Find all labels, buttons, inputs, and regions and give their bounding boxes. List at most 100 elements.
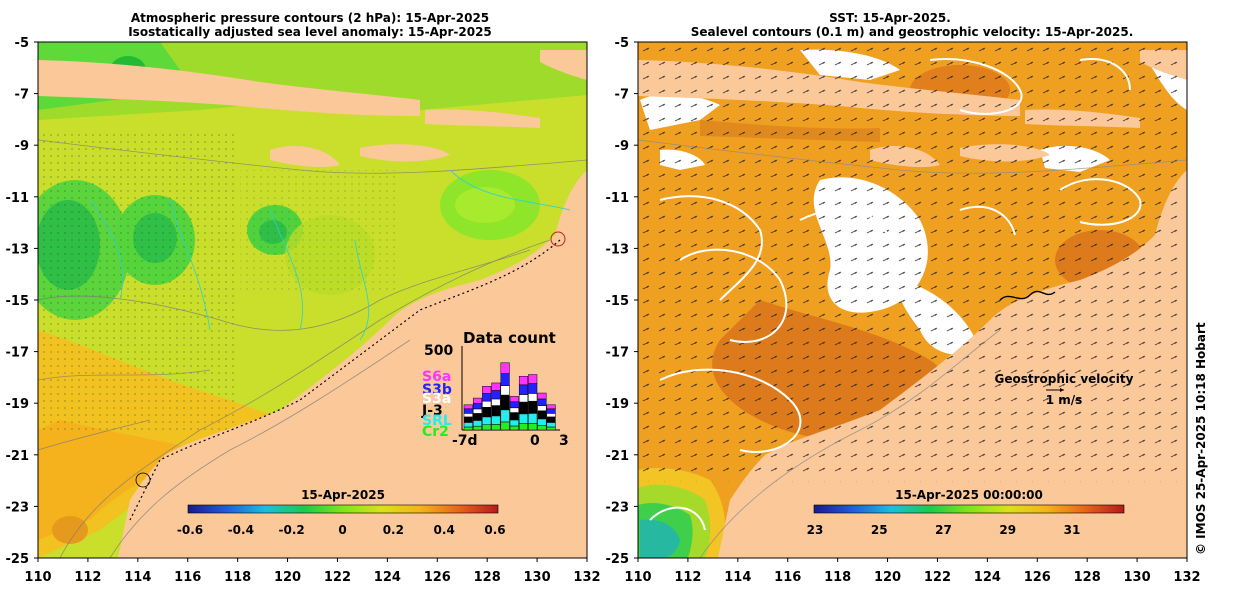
histogram-bar-segment bbox=[491, 398, 501, 406]
histogram-bar-segment bbox=[463, 426, 473, 431]
right-x-tick-label: 128 bbox=[1074, 570, 1101, 585]
right-x-tick-label: 124 bbox=[974, 570, 1001, 585]
left-x-tick-label: 130 bbox=[524, 570, 551, 585]
sst-map bbox=[638, 42, 1187, 558]
right-y-tick-label: -7 bbox=[615, 88, 629, 103]
right-colorbar-tick-label: 23 bbox=[807, 523, 824, 537]
right-y-tick-label: -21 bbox=[606, 449, 630, 464]
histogram-bar-segment bbox=[509, 396, 519, 403]
histogram-bar-segment bbox=[491, 405, 501, 417]
left-y-tick-label: -17 bbox=[6, 346, 30, 361]
velocity-legend-scale: 1 m/s bbox=[1046, 393, 1083, 407]
left-y-tick-label: -13 bbox=[6, 242, 30, 257]
histogram-bar-segment bbox=[463, 404, 473, 410]
left-y-tick-label: -7 bbox=[15, 88, 29, 103]
histogram-bar-segment bbox=[472, 420, 483, 427]
right-x-tick-label: 126 bbox=[1024, 570, 1051, 585]
left-x-tick-label: 116 bbox=[174, 570, 201, 585]
histogram-bar-segment bbox=[491, 390, 501, 400]
right-colorbar-tick-label: 27 bbox=[935, 523, 952, 537]
imos-credit: © IMOS 25-Apr-2025 10:18 Hobart bbox=[1194, 322, 1208, 555]
histogram-bar-segment bbox=[500, 409, 510, 423]
histogram-bar-segment bbox=[463, 416, 473, 423]
left-y-tick-label: -9 bbox=[15, 139, 29, 154]
histogram-bar-segment bbox=[537, 398, 547, 406]
left-x-tick-label: 110 bbox=[24, 570, 51, 585]
histogram-bar-segment bbox=[518, 401, 529, 415]
histogram-bar-segment bbox=[472, 413, 483, 421]
histogram-bar-segment bbox=[546, 426, 556, 431]
australia-landmass bbox=[118, 170, 587, 558]
histogram-bar-segment bbox=[528, 423, 538, 431]
data-count-ymax: 500 bbox=[424, 343, 453, 359]
histogram-bar-segment bbox=[509, 407, 519, 413]
histogram-bar-segment bbox=[537, 418, 547, 426]
right-colorbar-tick-label: 29 bbox=[999, 523, 1016, 537]
histogram-bar-segment bbox=[491, 424, 501, 431]
mission-label-srl: SRL bbox=[422, 413, 452, 429]
data-count-inset: Data count 500 S6a S3b S3a J-3 SRL Cr2 -… bbox=[421, 329, 569, 449]
left-x-tick-label: 120 bbox=[274, 570, 301, 585]
histogram-bar-segment bbox=[509, 419, 519, 427]
histogram-bar-segment bbox=[463, 413, 473, 418]
right-y-tick-label: -15 bbox=[606, 294, 630, 309]
right-y-tick-label: -23 bbox=[606, 500, 630, 515]
left-x-tick-label: 128 bbox=[474, 570, 501, 585]
histogram-bar-segment bbox=[546, 422, 556, 428]
mission-label-j3: J-3 bbox=[421, 403, 443, 419]
histogram-bar-segment bbox=[546, 404, 556, 410]
histogram-bar-segment bbox=[546, 413, 556, 418]
data-count-x-mid: 0 bbox=[530, 433, 540, 449]
left-colorbar-tick-label: 0.4 bbox=[434, 523, 455, 537]
mission-label-s3b: S3b bbox=[422, 382, 452, 398]
right-y-tick-label: -13 bbox=[606, 242, 630, 257]
velocity-legend: Geostrophic velocity 1 m/s bbox=[995, 372, 1134, 407]
left-x-tick-label: 114 bbox=[124, 570, 151, 585]
histogram-bar-segment bbox=[518, 384, 529, 395]
histogram-bar-segment bbox=[482, 400, 492, 408]
histogram-bar-segment bbox=[518, 394, 529, 403]
java-landmass bbox=[38, 60, 420, 116]
left-y-tick-label: -5 bbox=[15, 36, 29, 51]
histogram-bar-segment bbox=[500, 421, 510, 431]
histogram-bar-segment bbox=[537, 405, 547, 412]
histogram-bar-segment bbox=[528, 400, 538, 414]
histogram-bar-segment bbox=[482, 386, 492, 394]
histogram-bar-segment bbox=[482, 416, 492, 426]
data-count-title: Data count bbox=[463, 329, 556, 347]
right-x-tick-label: 132 bbox=[1173, 570, 1200, 585]
right-colorbar: 15-Apr-2025 00:00:00 23 25 27 29 31 bbox=[807, 488, 1125, 537]
histogram-bar-segment bbox=[463, 422, 473, 428]
left-y-tick-label: -23 bbox=[6, 500, 30, 515]
mission-label-s3a: S3a bbox=[422, 391, 451, 407]
mission-label-s6a: S6a bbox=[422, 369, 451, 385]
left-x-tick-label: 112 bbox=[74, 570, 101, 585]
histogram-bar-segment bbox=[500, 373, 510, 386]
right-x-tick-label: 112 bbox=[674, 570, 701, 585]
histogram-bar-segment bbox=[472, 425, 483, 431]
right-x-tick-label: 110 bbox=[624, 570, 651, 585]
histogram-bar-segment bbox=[537, 425, 547, 431]
left-colorbar-tick-label: 0 bbox=[338, 523, 346, 537]
histogram-bar-segment bbox=[509, 401, 519, 409]
left-y-tick-label: -15 bbox=[6, 294, 30, 309]
left-x-tick-label: 124 bbox=[374, 570, 401, 585]
histogram-bar-segment bbox=[482, 407, 492, 418]
mission-label-cr2: Cr2 bbox=[422, 424, 449, 440]
right-y-tick-label: -9 bbox=[615, 139, 629, 154]
left-y-tick-label: -25 bbox=[6, 552, 30, 567]
left-x-tick-label: 118 bbox=[224, 570, 251, 585]
right-y-tick-label: -19 bbox=[606, 397, 630, 412]
left-colorbar-tick-label: -0.2 bbox=[279, 523, 305, 537]
map-axes: 110 112 114 116 118 120 122 124 126 128 130 132 -5 -7… bbox=[6, 36, 1201, 585]
right-colorbar-tick-label: 31 bbox=[1064, 523, 1081, 537]
left-title-line1: Atmospheric pressure contours (2 hPa): 1… bbox=[131, 11, 489, 25]
left-colorbar-tick-label: -0.6 bbox=[177, 523, 203, 537]
data-count-x-left: -7d bbox=[452, 433, 478, 449]
histogram-bar-segment bbox=[472, 397, 483, 404]
histogram-bar-segment bbox=[518, 423, 529, 431]
histogram-bar-segment bbox=[528, 413, 538, 424]
right-colorbar-tick-label: 25 bbox=[871, 523, 888, 537]
left-colorbar: 15-Apr-2025 -0.6 -0.4 -0.2 0 0.2 0.4 0.6 bbox=[177, 488, 506, 537]
left-x-tick-label: 132 bbox=[573, 570, 600, 585]
